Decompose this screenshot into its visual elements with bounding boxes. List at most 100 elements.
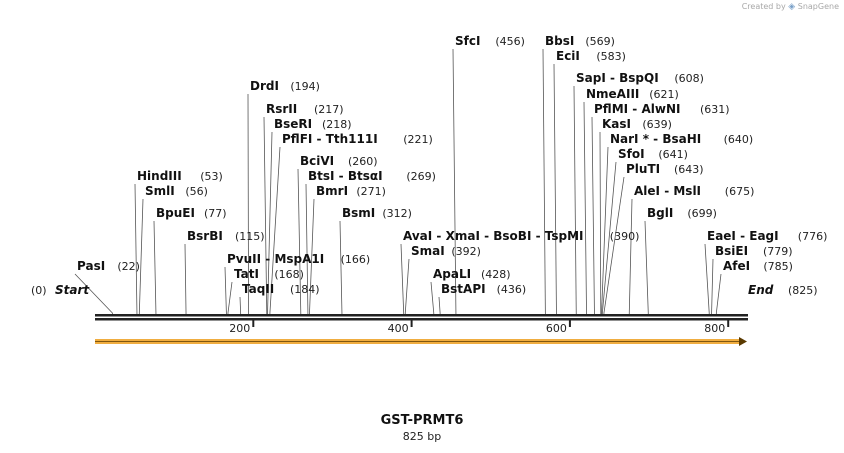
enzyme-label-sfoi[interactable]: SfoI (641) [618,147,688,161]
enzyme-label-bcivi[interactable]: BciVI (260) [300,154,378,168]
enzyme-label-sapi[interactable]: SapI - BspQI (608) [576,71,704,85]
enzyme-label-drdi[interactable]: DrdI (194) [250,79,320,93]
enzyme-label-kasi[interactable]: KasI (639) [602,117,672,131]
enzyme-label-taqii[interactable]: TaqII (184) [242,282,320,296]
enzyme-label-bpuei[interactable]: BpuEI (77) [156,206,227,220]
cut-site-connector [404,258,410,314]
enzyme-label-bbsi[interactable]: BbsI (569) [545,34,615,48]
scale-tick-label: 200 [229,322,250,335]
enzyme-name: PflFI - Tth111I [282,132,378,146]
enzyme-name: EaeI - EagI [707,229,779,243]
enzyme-label-ecii[interactable]: EciI (583) [556,49,626,63]
enzyme-position: (221) [403,133,433,146]
enzyme-label-apali[interactable]: ApaLI (428) [433,267,511,281]
cut-site-connector [603,176,625,314]
cut-site-connector [263,116,268,314]
enzyme-name: PluTI [626,162,660,176]
enzyme-label-bstapi[interactable]: BstAPI (436) [441,282,526,296]
enzyme-position: (184) [290,283,320,296]
sequence-backbone [95,314,748,321]
cut-site-connector [601,161,617,314]
enzyme-label-tati[interactable]: TatI (168) [234,267,304,281]
enzyme-label-alei[interactable]: AleI - MslI (675) [634,184,754,198]
enzyme-label-nmeaiii[interactable]: NmeAIII (621) [586,87,679,101]
enzyme-label-bmri[interactable]: BmrI (271) [316,184,386,198]
enzyme-position: (53) [200,170,223,183]
sequence-length: 825 bp [402,430,442,443]
enzyme-position: (456) [495,35,525,48]
snapgene-logo-icon: ◈ [788,2,796,12]
enzyme-position: (271) [356,185,386,198]
enzyme-label-bgli[interactable]: BglI (699) [647,206,717,220]
enzyme-label-eaei[interactable]: EaeI - EagI (776) [707,229,827,243]
enzyme-position: (115) [235,230,265,243]
start-position: (0) [31,284,47,297]
cut-site-connector [601,146,609,314]
snapgene-credit: Created by ◈ SnapGene [742,2,839,12]
enzyme-position: (260) [348,155,378,168]
enzyme-position: (428) [481,268,511,281]
enzyme-label-afei[interactable]: AfeI (785) [723,259,793,273]
enzyme-label-pflmi[interactable]: PflMI - AlwNI (631) [594,102,730,116]
credit-brand: SnapGene [797,2,839,11]
enzyme-position: (569) [585,35,615,48]
cut-site-connector [247,93,249,314]
enzyme-name: BtsI - BtsαI [308,169,383,183]
enzyme-label-pluti[interactable]: PluTI (643) [626,162,704,176]
enzyme-position: (608) [674,72,704,85]
credit-prefix: Created by [741,2,786,11]
cut-site-connector [224,266,227,314]
enzyme-label-smli[interactable]: SmlI (56) [145,184,208,198]
cut-site-connector [269,146,281,314]
enzyme-position: (269) [406,170,436,183]
enzyme-name: BseRI [274,117,312,131]
enzyme-position: (583) [596,50,626,63]
cut-site-connector [573,85,577,314]
end-position: (825) [788,284,818,297]
enzyme-label-pflfi[interactable]: PflFI - Tth111I (221) [282,132,433,146]
cut-site-connector [715,273,722,314]
cut-site-connector [583,101,587,314]
enzyme-name: PasI [77,259,105,273]
enzyme-label-bseri[interactable]: BseRI (218) [274,117,352,131]
cut-site-connector [711,258,714,314]
enzyme-name: DrdI [250,79,279,93]
enzyme-label-bsiei[interactable]: BsiEI (779) [715,244,793,258]
enzyme-position: (217) [314,103,344,116]
start-label: Start [55,283,90,297]
enzyme-label-smai[interactable]: SmaI (392) [411,244,481,258]
enzyme-position: (436) [497,283,527,296]
cut-site-connector [339,220,343,314]
enzyme-label-nari[interactable]: NarI * - BsaHI (640) [610,132,753,146]
enzyme-label-pasi[interactable]: PasI (22) [77,259,140,273]
enzyme-labels: (0) Start End (825) PasI (22) HindIII (53) SmlI (… [31,34,827,297]
enzyme-name: TaqII [242,282,274,296]
enzyme-name: SapI - BspQI [576,71,659,85]
enzyme-name: RsrII [266,102,297,116]
enzyme-position: (785) [763,260,793,273]
enzyme-label-bsmi[interactable]: BsmI (312) [342,206,412,220]
enzyme-label-pvuii[interactable]: PvuII - MspA1I (166) [227,252,370,266]
enzyme-position: (675) [725,185,755,198]
cut-site-connector [153,220,157,314]
enzyme-label-hindiii[interactable]: HindIII (53) [137,169,223,183]
enzyme-name: BsiEI [715,244,748,258]
enzyme-label-rsrii[interactable]: RsrII (217) [266,102,344,116]
cut-site-connector [239,296,242,314]
enzyme-label-sfci[interactable]: SfcI (456) [455,34,525,48]
enzyme-name: BciVI [300,154,334,168]
cut-site-connector [452,48,457,314]
enzyme-name: BglI [647,206,673,220]
cut-site-connector [297,168,302,314]
cut-site-connector [591,116,595,314]
enzyme-label-btsi[interactable]: BtsI - BtsαI (269) [308,169,436,183]
enzyme-name: SfcI [455,34,480,48]
cut-site-connectors [74,48,722,314]
enzyme-label-avai[interactable]: AvaI - XmaI - BsoBI - TspMI (390) [403,229,639,243]
enzyme-position: (776) [798,230,828,243]
enzyme-position: (640) [724,133,754,146]
enzyme-label-bsrbi[interactable]: BsrBI (115) [187,229,265,243]
cut-site-connector [599,131,602,314]
enzyme-name: TatI [234,267,259,281]
